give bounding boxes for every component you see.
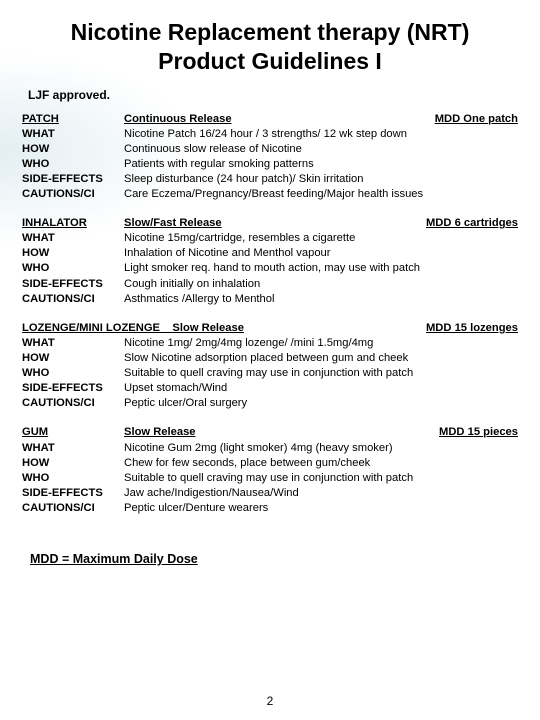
label-caut: CAUTIONS/CI — [22, 501, 124, 516]
mdd-value: MDD One patch — [435, 112, 518, 127]
footnote-mdd: MDD = Maximum Daily Dose — [30, 552, 518, 566]
val-what: Nicotine 15mg/cartridge, resembles a cig… — [124, 231, 518, 246]
val-caut: Care Eczema/Pregnancy/Breast feeding/Maj… — [124, 187, 518, 202]
section-inhalator: INHALATOR Slow/Fast Release MDD 6 cartri… — [22, 216, 518, 307]
label-how: HOW — [22, 351, 124, 366]
label-how: HOW — [22, 456, 124, 471]
val-side: Cough initially on inhalation — [124, 277, 518, 292]
section-gum: GUM Slow Release MDD 15 pieces WHATNicot… — [22, 425, 518, 516]
section-name: GUM — [22, 425, 124, 440]
val-how: Inhalation of Nicotine and Menthol vapou… — [124, 246, 518, 261]
val-caut: Peptic ulcer/Oral surgery — [124, 396, 518, 411]
release-type: Slow Release — [124, 425, 439, 440]
mdd-value: MDD 15 lozenges — [426, 321, 518, 336]
label-side: SIDE-EFFECTS — [22, 277, 124, 292]
mdd-value: MDD 6 cartridges — [426, 216, 518, 231]
val-caut: Asthmatics /Allergy to Menthol — [124, 292, 518, 307]
val-who: Suitable to quell craving may use in con… — [124, 366, 518, 381]
val-what: Nicotine Gum 2mg (light smoker) 4mg (hea… — [124, 441, 518, 456]
label-how: HOW — [22, 142, 124, 157]
label-side: SIDE-EFFECTS — [22, 172, 124, 187]
val-how: Continuous slow release of Nicotine — [124, 142, 518, 157]
label-who: WHO — [22, 261, 124, 276]
val-side: Upset stomach/Wind — [124, 381, 518, 396]
val-how: Chew for few seconds, place between gum/… — [124, 456, 518, 471]
mdd-value: MDD 15 pieces — [439, 425, 518, 440]
label-caut: CAUTIONS/CI — [22, 187, 124, 202]
page-number: 2 — [0, 694, 540, 708]
release-type: Slow Release — [172, 322, 244, 334]
val-side: Jaw ache/Indigestion/Nausea/Wind — [124, 486, 518, 501]
label-side: SIDE-EFFECTS — [22, 486, 124, 501]
val-what: Nicotine 1mg/ 2mg/4mg lozenge/ /mini 1.5… — [124, 336, 518, 351]
section-name: LOZENGE/MINI LOZENGE — [22, 322, 160, 334]
label-caut: CAUTIONS/CI — [22, 396, 124, 411]
val-how: Slow Nicotine adsorption placed between … — [124, 351, 518, 366]
label-who: WHO — [22, 471, 124, 486]
label-who: WHO — [22, 366, 124, 381]
label-side: SIDE-EFFECTS — [22, 381, 124, 396]
val-who: Light smoker req. hand to mouth action, … — [124, 261, 518, 276]
label-what: WHAT — [22, 231, 124, 246]
label-who: WHO — [22, 157, 124, 172]
val-caut: Peptic ulcer/Denture wearers — [124, 501, 518, 516]
section-lozenge: LOZENGE/MINI LOZENGE Slow Release MDD 15… — [22, 321, 518, 412]
label-how: HOW — [22, 246, 124, 261]
val-side: Sleep disturbance (24 hour patch)/ Skin … — [124, 172, 518, 187]
label-what: WHAT — [22, 127, 124, 142]
page-title: Nicotine Replacement therapy (NRT) Produ… — [22, 18, 518, 76]
section-patch: PATCH Continuous Release MDD One patch W… — [22, 112, 518, 203]
val-who: Patients with regular smoking patterns — [124, 157, 518, 172]
section-name: INHALATOR — [22, 216, 124, 231]
label-what: WHAT — [22, 336, 124, 351]
val-who: Suitable to quell craving may use in con… — [124, 471, 518, 486]
label-caut: CAUTIONS/CI — [22, 292, 124, 307]
label-what: WHAT — [22, 441, 124, 456]
release-type: Continuous Release — [124, 112, 435, 127]
val-what: Nicotine Patch 16/24 hour / 3 strengths/… — [124, 127, 518, 142]
section-name: PATCH — [22, 112, 124, 127]
release-type: Slow/Fast Release — [124, 216, 426, 231]
approved-note: LJF approved. — [28, 88, 518, 102]
